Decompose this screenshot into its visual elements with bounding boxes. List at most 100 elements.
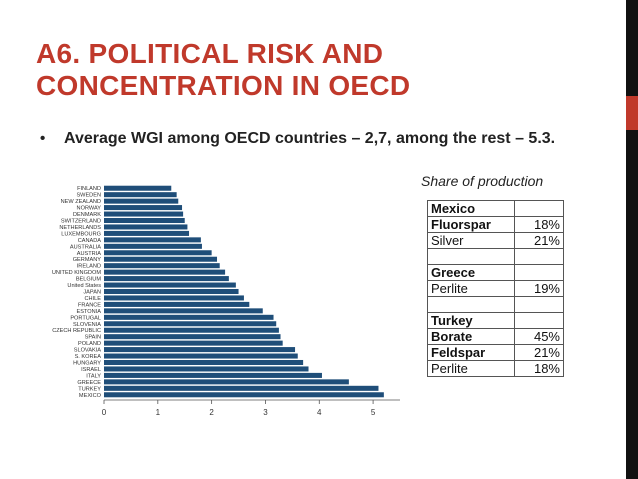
category-label: SPAIN	[85, 335, 101, 341]
category-label: ITALY	[86, 373, 101, 379]
share-value	[514, 248, 564, 265]
category-label: CANADA	[78, 238, 102, 244]
category-label: ESTONIA	[77, 309, 102, 315]
bar	[104, 276, 229, 282]
bar	[104, 198, 179, 204]
x-tick-label: 3	[263, 408, 268, 417]
category-label: GREECE	[77, 380, 101, 386]
share-value: 21%	[514, 344, 564, 361]
category-label: ISRAEL	[81, 367, 101, 373]
bar	[104, 301, 250, 307]
bar	[104, 327, 279, 333]
bar	[104, 366, 309, 372]
category-label: SLOVAKIA	[74, 348, 102, 354]
share-table: Mexico Fluorspar 18% Silver 21% Greece Perlite…	[427, 200, 564, 377]
bar	[104, 372, 322, 378]
share-mineral: Turkey	[427, 312, 515, 329]
bar	[104, 314, 274, 320]
bullet-text: Average WGI among OECD countries – 2,7, …	[64, 130, 556, 147]
slide-title: A6. POLITICAL RISK AND CONCENTRATION IN …	[36, 38, 596, 102]
category-label: HUNGARY	[73, 361, 101, 367]
bar	[104, 347, 296, 353]
share-row: Perlite 18%	[427, 360, 564, 377]
category-label: DENMARK	[73, 212, 101, 218]
share-value	[514, 200, 564, 217]
category-label: NEW ZEALAND	[61, 199, 101, 205]
share-mineral: Feldspar	[427, 344, 515, 361]
bar	[104, 288, 239, 295]
x-tick-label: 0	[102, 408, 107, 417]
category-label: AUSTRIA	[77, 251, 102, 257]
bar	[104, 392, 384, 398]
share-value: 45%	[514, 328, 564, 345]
share-row: Fluorspar 18%	[427, 216, 564, 233]
share-row: Mexico	[427, 200, 564, 217]
share-mineral: Fluorspar	[427, 216, 515, 233]
bar	[104, 263, 220, 269]
title-line-1: A6. POLITICAL RISK AND	[36, 38, 384, 69]
bar	[104, 211, 184, 217]
share-mineral: Borate	[427, 328, 515, 345]
title-line-2: CONCENTRATION IN OECD	[36, 70, 411, 101]
category-label: LUXEMBOURG	[61, 231, 101, 237]
bar	[104, 243, 202, 249]
bullet-symbol: •	[40, 130, 46, 147]
category-label: SLOVENIA	[73, 322, 101, 328]
bullet-point: • Average WGI among OECD countries – 2,7…	[40, 128, 580, 149]
share-mineral: Silver	[427, 232, 515, 249]
bar	[104, 185, 172, 191]
bar	[104, 295, 244, 301]
share-title: Share of production	[421, 173, 544, 189]
share-row: Greece	[427, 264, 564, 281]
bar	[104, 379, 349, 385]
bar	[104, 192, 177, 198]
share-mineral: Greece	[427, 264, 515, 281]
category-label: S. KOREA	[75, 354, 102, 360]
x-tick-label: 2	[209, 408, 214, 417]
category-label: IRELAND	[77, 264, 101, 270]
category-label: SWEDEN	[76, 193, 101, 199]
share-row: Silver 21%	[427, 232, 564, 249]
bar	[104, 282, 236, 288]
category-label: PORTUGAL	[70, 315, 101, 321]
share-value: 21%	[514, 232, 564, 249]
share-value	[514, 296, 564, 313]
x-tick-label: 1	[156, 408, 161, 417]
share-value: 19%	[514, 280, 564, 297]
share-row	[427, 296, 564, 313]
category-label: UNITED KINGDOM	[52, 270, 101, 276]
x-tick-label: 5	[371, 408, 376, 417]
bar	[104, 224, 188, 230]
category-label: FINLAND	[77, 186, 101, 192]
share-mineral	[427, 296, 515, 313]
category-label: TURKEY	[78, 386, 101, 392]
x-tick-label: 4	[317, 408, 322, 417]
share-value: 18%	[514, 216, 564, 233]
bar	[104, 250, 212, 256]
category-label: POLAND	[78, 341, 101, 347]
bar	[104, 230, 190, 236]
bar	[104, 359, 304, 366]
category-label: BELGIUM	[76, 277, 102, 283]
category-label: SWITZERLAND	[61, 219, 101, 225]
category-label: United States	[67, 283, 101, 289]
share-value	[514, 312, 564, 329]
category-label: NETHERLANDS	[59, 225, 101, 231]
share-mineral: Mexico	[427, 200, 515, 217]
share-value: 18%	[514, 360, 564, 377]
bar	[104, 217, 185, 224]
category-label: FRANCE	[78, 302, 101, 308]
share-mineral	[427, 248, 515, 265]
bar	[104, 237, 201, 243]
share-mineral: Perlite	[427, 280, 515, 297]
share-table-body: Mexico Fluorspar 18% Silver 21% Greece Perlite…	[427, 200, 564, 377]
bar	[104, 308, 263, 314]
bar	[104, 385, 379, 391]
share-row: Borate 45%	[427, 328, 564, 345]
share-row: Perlite 19%	[427, 280, 564, 297]
bar	[104, 340, 283, 346]
category-label: GERMANY	[73, 257, 102, 263]
bar	[104, 353, 298, 359]
bar	[104, 334, 281, 340]
